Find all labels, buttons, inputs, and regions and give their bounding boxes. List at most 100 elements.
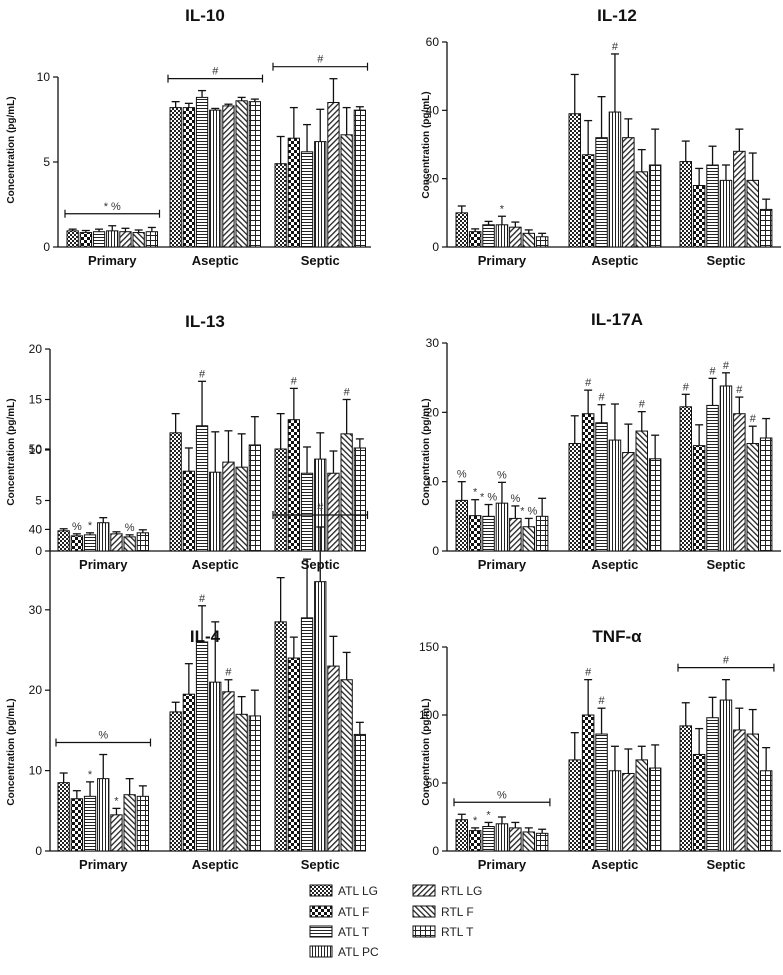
bar-atl-t bbox=[92, 231, 106, 248]
bar-rtl-t bbox=[353, 109, 367, 248]
bar-atl-f bbox=[287, 657, 301, 852]
y-tick-label: 20 bbox=[29, 683, 43, 697]
panel-0: IL-10 Concentration (pg/mL) 0 5 10 Primary Ase… bbox=[6, 6, 371, 268]
bar-atl-lg bbox=[169, 711, 182, 852]
panel-5: TNF-α Concentration (pg/mL) 0 50 100 150 Prima… bbox=[419, 627, 781, 872]
bar-rtl-lg bbox=[110, 814, 123, 852]
bar-atl-pc bbox=[97, 778, 110, 852]
bar-atl-lg bbox=[274, 621, 287, 852]
category-label: Aseptic bbox=[192, 857, 239, 872]
y-tick-label: 5 bbox=[35, 494, 42, 508]
significance-label: % bbox=[497, 789, 507, 801]
bar-rtl-t bbox=[136, 795, 149, 852]
category-label: Septic bbox=[301, 253, 340, 268]
significance-label: * % bbox=[520, 505, 537, 517]
bar-rtl-f bbox=[522, 232, 535, 248]
bar-rtl-f bbox=[746, 733, 759, 852]
panel-title: IL-12 bbox=[597, 6, 637, 25]
legend-swatch bbox=[309, 925, 333, 938]
y-axis-label: Concentration (pg/mL) bbox=[6, 398, 17, 505]
significance-label: * % bbox=[480, 492, 497, 504]
bar-rtl-f bbox=[132, 232, 145, 248]
bar-atl-t bbox=[706, 404, 719, 552]
bar-atl-lg bbox=[274, 448, 287, 552]
bar-atl-f bbox=[182, 107, 195, 248]
bar-rtl-t bbox=[248, 101, 261, 248]
significance-label: # bbox=[317, 54, 324, 66]
significance-label: # bbox=[709, 365, 716, 377]
category-label: Septic bbox=[706, 253, 745, 268]
significance-label: # bbox=[585, 377, 592, 389]
bar-rtl-t bbox=[145, 231, 158, 248]
legend-label: RTL T bbox=[441, 925, 474, 939]
y-tick-label: 0 bbox=[432, 240, 439, 254]
y-tick-label: 100 bbox=[419, 708, 439, 722]
bar-atl-lg bbox=[169, 432, 182, 552]
significance-label: # bbox=[212, 66, 219, 78]
significance-label: % bbox=[497, 469, 507, 481]
bar-rtl-lg bbox=[327, 102, 340, 248]
bar-atl-t bbox=[595, 137, 608, 248]
y-axis-label: Concentration (pg/mL) bbox=[421, 398, 432, 505]
significance-label: * bbox=[486, 809, 491, 821]
bar-rtl-t bbox=[648, 767, 662, 852]
category-label: Primary bbox=[79, 557, 128, 572]
legend-label: RTL F bbox=[441, 905, 474, 919]
bar-rtl-lg bbox=[733, 413, 746, 552]
bar-atl-f bbox=[581, 154, 595, 248]
bar-rtl-t bbox=[759, 437, 773, 552]
category-label: Aseptic bbox=[591, 857, 638, 872]
bar-rtl-lg bbox=[119, 231, 132, 248]
bar-atl-lg bbox=[679, 725, 692, 852]
bar-atl-t bbox=[83, 534, 97, 552]
bar-rtl-lg bbox=[733, 150, 746, 248]
significance-label: # bbox=[317, 502, 324, 514]
bar-rtl-t bbox=[648, 164, 662, 248]
y-axis-label: Concentration (pg/mL) bbox=[6, 96, 17, 203]
bar-atl-t bbox=[595, 422, 608, 552]
y-tick-label: 0 bbox=[35, 544, 42, 558]
y-tick-label: 30 bbox=[426, 336, 440, 350]
y-tick-label: 20 bbox=[426, 172, 440, 186]
bar-rtl-lg bbox=[622, 452, 635, 552]
y-tick-label: 50 bbox=[29, 442, 43, 456]
bar-rtl-lg bbox=[733, 729, 746, 852]
bar-atl-pc bbox=[106, 230, 119, 248]
bar-rtl-t bbox=[648, 458, 662, 552]
bar-atl-lg bbox=[455, 819, 468, 852]
bar-rtl-t bbox=[136, 532, 149, 552]
bar-rtl-lg bbox=[327, 665, 340, 852]
significance-label: # bbox=[736, 384, 743, 396]
bar-atl-lg bbox=[568, 759, 581, 852]
legend-swatch bbox=[412, 925, 436, 938]
bar-rtl-f bbox=[746, 443, 759, 552]
category-label: Aseptic bbox=[192, 557, 239, 572]
significance-label: # bbox=[723, 360, 730, 372]
bar-atl-t bbox=[300, 617, 314, 852]
bar-rtl-t bbox=[248, 715, 261, 852]
bar-atl-f bbox=[468, 231, 482, 248]
bar-rtl-lg bbox=[509, 517, 522, 552]
bar-atl-lg bbox=[66, 230, 79, 248]
bar-rtl-t bbox=[353, 733, 367, 852]
bar-atl-t bbox=[482, 224, 495, 248]
legend-swatch bbox=[309, 945, 333, 958]
bar-rtl-t bbox=[535, 832, 549, 852]
bar-atl-f bbox=[79, 232, 92, 248]
y-tick-label: 10 bbox=[29, 443, 43, 457]
category-label: Primary bbox=[478, 557, 527, 572]
bar-atl-lg bbox=[57, 782, 70, 852]
bar-atl-t bbox=[195, 641, 209, 852]
significance-label: * bbox=[88, 769, 93, 781]
legend-swatch bbox=[412, 884, 436, 897]
legend-item-rtl-lg: RTL LG bbox=[412, 884, 482, 898]
legend-item-atl-f: ATL F bbox=[309, 905, 369, 919]
bar-atl-f bbox=[287, 137, 301, 248]
category-label: Aseptic bbox=[591, 253, 638, 268]
panel-2: IL-13 Concentration (pg/mL) 0 5 10 15 20 Primar… bbox=[6, 312, 367, 572]
bar-atl-pc bbox=[608, 111, 622, 248]
bar-atl-pc bbox=[209, 109, 222, 248]
bar-atl-lg bbox=[455, 499, 468, 552]
